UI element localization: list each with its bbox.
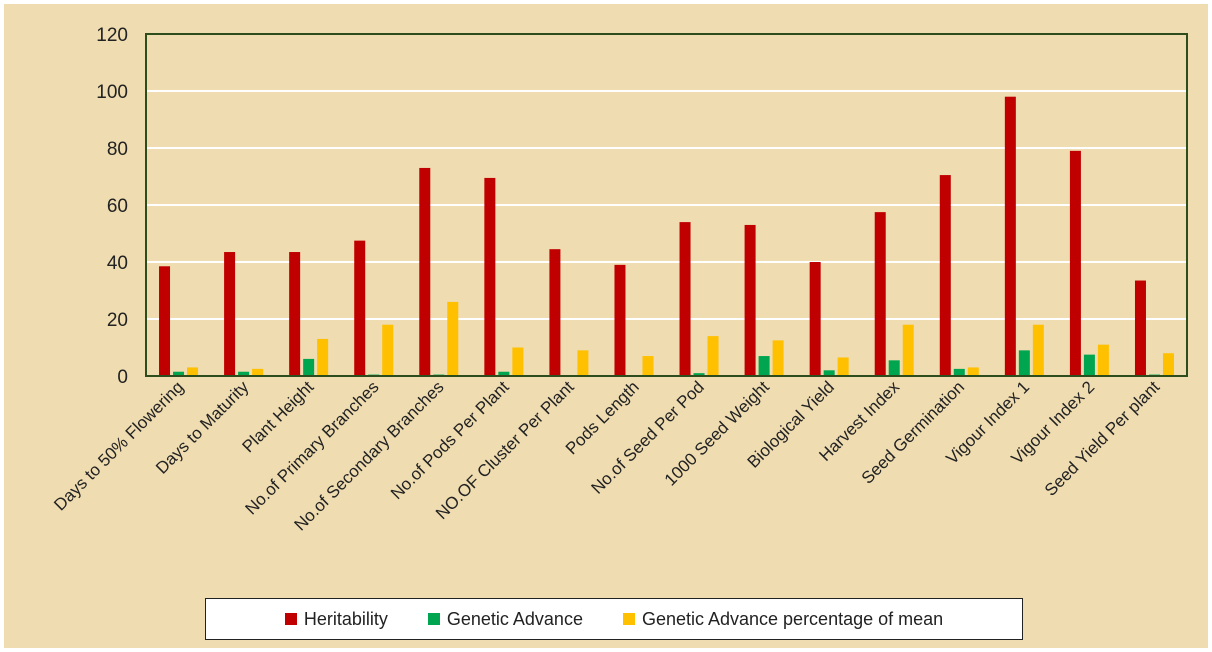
bar-heritability [679,222,691,376]
bar-genetic-advance [888,360,900,376]
y-tick-label: 120 [96,25,128,46]
legend-swatch [427,613,440,625]
legend-label: Heritability [303,608,388,629]
bar-genetic-advance-percentage-of-mean [642,356,654,376]
bar-heritability [159,266,171,376]
bar-genetic-advance [1018,350,1030,376]
bar-heritability [419,167,431,376]
y-tick-label: 40 [107,253,128,274]
bar-heritability [224,252,236,376]
bar-genetic-advance-percentage-of-mean [1162,353,1174,376]
bar-heritability [354,240,366,376]
bar-genetic-advance [498,371,510,376]
x-category-label: No.of Pods Per Plant [387,377,513,503]
legend-label: Genetic Advance [446,608,583,629]
bar-genetic-advance-percentage-of-mean [902,324,914,376]
bar-heritability [1069,150,1081,376]
bar-genetic-advance [1083,354,1095,376]
y-tick-label: 60 [107,196,128,217]
legend-item: Heritability [284,608,388,630]
y-tick-label: 80 [107,139,128,160]
plot-area-border [145,33,1188,377]
bar-heritability [809,262,821,376]
bar-genetic-advance-percentage-of-mean [1097,344,1109,376]
bar-heritability [874,212,886,376]
legend-item: Genetic Advance percentage of mean [622,608,944,630]
legend-item: Genetic Advance [427,608,583,630]
x-category-label: No.of Seed Per Pod [587,377,707,497]
bar-heritability [1004,96,1016,376]
bar-genetic-advance-percentage-of-mean [707,336,719,376]
legend: Heritability Genetic Advance Genetic Advan… [205,598,1023,640]
bar-genetic-advance [953,368,965,376]
bar-genetic-advance-percentage-of-mean [967,367,979,376]
bar-heritability [1134,280,1146,376]
legend-swatch [284,613,297,625]
x-category-label: NO.OF Cluster Per Plant [432,377,578,523]
x-category-label: Seed Yield Per plant [1041,377,1164,500]
bar-genetic-advance-percentage-of-mean [577,350,589,376]
bar-genetic-advance-percentage-of-mean [837,357,849,376]
legend-swatch [622,613,635,625]
bar-genetic-advance-percentage-of-mean [512,347,524,376]
bar-genetic-advance-percentage-of-mean [317,338,329,376]
bar-heritability [484,177,496,376]
y-tick-label: 0 [117,367,128,388]
bar-genetic-advance-percentage-of-mean [382,324,394,376]
bar-genetic-advance [693,373,705,376]
bar-heritability [614,264,626,376]
bar-genetic-advance-percentage-of-mean [252,368,264,376]
bar-genetic-advance-percentage-of-mean [1032,324,1044,376]
chart-frame: 0 20 40 60 80 100 120 Days to 50% Flowering Days… [4,4,1208,648]
bar-genetic-advance [173,371,185,376]
bar-genetic-advance [823,370,835,376]
bar-heritability [939,175,951,376]
x-category-label: No.of Primary Branches [242,377,383,518]
legend-label: Genetic Advance percentage of mean [641,608,944,629]
bar-genetic-advance [238,371,250,376]
bar-genetic-advance-percentage-of-mean [187,367,199,376]
bar-genetic-advance-percentage-of-mean [447,301,459,376]
y-tick-label: 100 [96,82,128,103]
x-category-label: Days to 50% Flowering [50,377,187,514]
bar-heritability [289,252,301,376]
bar-genetic-advance-percentage-of-mean [772,340,784,376]
bar-genetic-advance [758,356,770,376]
y-tick-label: 20 [107,310,128,331]
bar-heritability [549,249,561,376]
bar-genetic-advance [303,358,315,376]
bar-heritability [744,224,756,376]
